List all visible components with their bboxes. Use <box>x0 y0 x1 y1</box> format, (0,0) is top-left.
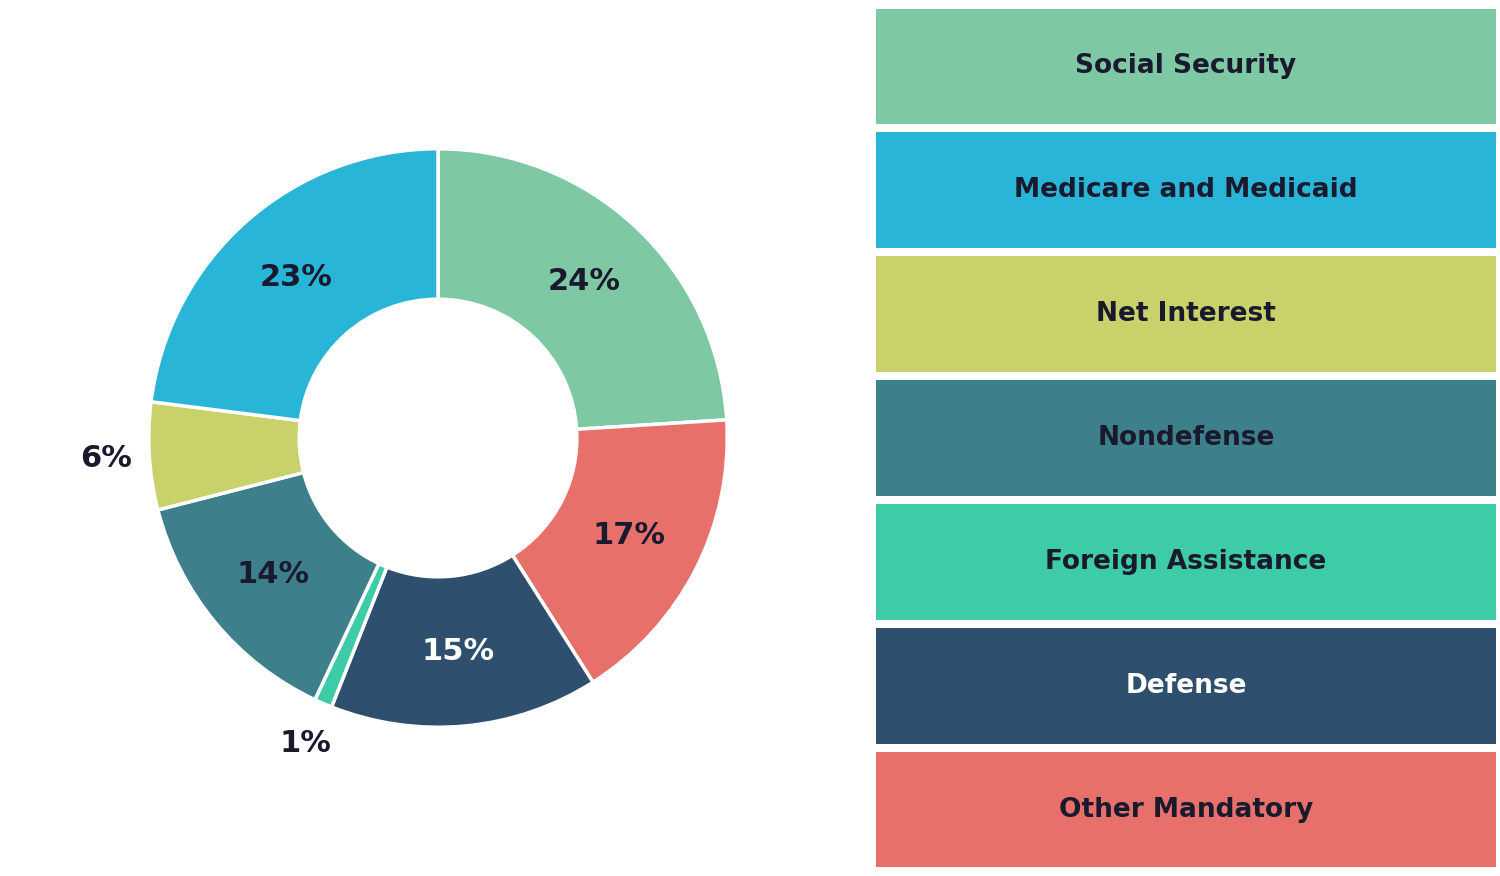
FancyBboxPatch shape <box>876 628 1496 744</box>
Wedge shape <box>513 420 728 682</box>
Wedge shape <box>158 472 380 700</box>
Text: Other Mandatory: Other Mandatory <box>1059 797 1312 823</box>
Text: 23%: 23% <box>260 263 333 292</box>
FancyBboxPatch shape <box>876 505 1496 619</box>
FancyBboxPatch shape <box>876 380 1496 496</box>
Text: Defense: Defense <box>1125 673 1246 699</box>
Wedge shape <box>315 563 387 707</box>
Text: 1%: 1% <box>280 729 332 758</box>
Text: Nondefense: Nondefense <box>1096 425 1275 451</box>
Text: 17%: 17% <box>592 520 664 549</box>
Text: Social Security: Social Security <box>1076 53 1296 79</box>
FancyBboxPatch shape <box>876 752 1496 867</box>
Text: 14%: 14% <box>237 560 309 589</box>
FancyBboxPatch shape <box>876 132 1496 248</box>
Wedge shape <box>148 402 303 510</box>
Text: Foreign Assistance: Foreign Assistance <box>1046 549 1326 575</box>
Wedge shape <box>152 149 438 420</box>
FancyBboxPatch shape <box>876 257 1496 371</box>
Text: Net Interest: Net Interest <box>1096 301 1276 327</box>
Wedge shape <box>438 149 726 429</box>
Text: 24%: 24% <box>548 267 621 296</box>
Wedge shape <box>332 555 592 727</box>
Text: 6%: 6% <box>80 444 132 473</box>
Text: 15%: 15% <box>422 637 495 666</box>
FancyBboxPatch shape <box>876 9 1496 124</box>
Text: Medicare and Medicaid: Medicare and Medicaid <box>1014 177 1358 203</box>
